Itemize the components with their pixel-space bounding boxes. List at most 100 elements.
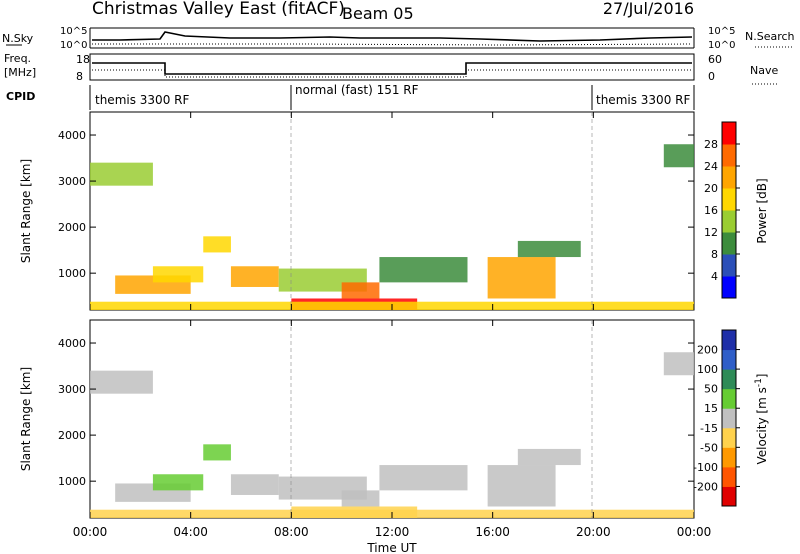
velocity-patch: [230, 474, 279, 495]
freq-tick-top: 18: [76, 53, 90, 66]
velocity-colorbar-tick-label: 50: [704, 383, 718, 396]
power-patch: [379, 257, 468, 283]
velocity-patch: [203, 444, 231, 461]
velocity-colorbar-segment: [722, 388, 736, 409]
velocity-ytick-label: 4000: [58, 337, 86, 350]
x-axis-label: Time UT: [366, 541, 417, 554]
x-tick-label: 08:00: [274, 525, 309, 539]
nsearch-tick-bottom: 10^0: [708, 40, 735, 51]
nsearch-trace: [92, 43, 693, 46]
power-ylabel: Slant Range [km]: [19, 159, 33, 263]
power-colorbar-segment: [722, 122, 736, 145]
power-patch: [230, 266, 279, 287]
freq-label-2: [MHz]: [4, 66, 36, 79]
velocity-colorbar-segment: [722, 408, 736, 429]
velocity-colorbar-tick-label: -100: [693, 461, 718, 474]
nsky-label: N.Sky: [2, 32, 34, 45]
nsearch-label: N.Search: [745, 30, 795, 43]
power-ytick-label: 3000: [58, 175, 86, 188]
velocity-patch: [341, 490, 380, 507]
velocity-colorbar-tick-label: 15: [704, 402, 718, 415]
power-colorbar-tick-label: 8: [711, 248, 718, 261]
x-tick-label: 04:00: [173, 525, 208, 539]
power-colorbar-segment: [722, 144, 736, 167]
power-panel: 4000 3000 2000 1000 Slant Range [km] 28 24 20…: [19, 111, 769, 311]
x-tick-label: 16:00: [475, 525, 510, 539]
power-ytick-label: 2000: [58, 221, 86, 234]
power-colorbar-segment: [722, 166, 736, 189]
nsky-panel: N.Sky 10^5 10^0 10^5 10^0 N.Search: [2, 26, 795, 51]
power-colorbar-segment: [722, 188, 736, 211]
power-patch: [663, 144, 694, 168]
velocity-patch: [152, 474, 204, 491]
velocity-colorbar-segment: [722, 330, 736, 351]
velocity-colorbar-segment: [722, 466, 736, 487]
cpid-panel: CPID themis 3300 RF normal (fast) 151 RF…: [6, 83, 695, 110]
date-label: 27/Jul/2016: [603, 0, 694, 18]
power-patch: [341, 282, 380, 299]
x-tick-label: 20:00: [576, 525, 611, 539]
power-patch: [487, 257, 556, 299]
power-colorbar-tick-label: 16: [704, 204, 718, 217]
velocity-ytick-label: 1000: [58, 475, 86, 488]
velocity-colorbar-tick-label: -50: [700, 441, 718, 454]
power-colorbar-tick-label: 28: [704, 138, 718, 151]
velocity-patch: [517, 448, 581, 466]
nave-label: Nave: [750, 64, 778, 77]
velocity-colorbar-tick-label: 100: [697, 363, 718, 376]
velocity-patch: [487, 465, 556, 507]
cpid-segment-1: themis 3300 RF: [95, 93, 189, 107]
power-ytick-label: 4000: [58, 129, 86, 142]
velocity-colorbar-segment: [722, 369, 736, 390]
plot-title: Christmas Valley East (fitACF): [92, 0, 345, 19]
freq-panel: Freq. [MHz] 18 8 60 0 Nave: [4, 52, 778, 85]
freq-trace: [92, 62, 692, 75]
cpid-segment-2: normal (fast) 151 RF: [295, 83, 419, 97]
power-colorbar-label: Power [dB]: [755, 178, 769, 243]
power-colorbar-segment: [722, 210, 736, 233]
velocity-ytick-label: 2000: [58, 429, 86, 442]
power-ytick-label: 1000: [58, 267, 86, 280]
velocity-colorbar-tick-label: 200: [697, 344, 718, 357]
nave-tick-top: 60: [708, 53, 722, 66]
nsearch-tick-top: 10^5: [708, 26, 735, 37]
velocity-ytick-label: 3000: [58, 383, 86, 396]
velocity-colorbar-label: Velocity [m s-1]: [754, 374, 769, 465]
power-colorbar-tick-label: 24: [704, 160, 718, 173]
velocity-colorbar-frame: [721, 329, 737, 507]
velocity-colorbar-segment: [722, 427, 736, 448]
power-patch: [517, 240, 581, 258]
velocity-ylabel: Slant Range [km]: [19, 367, 33, 471]
nsky-tick-top: 10^5: [60, 26, 87, 37]
power-patch: [203, 236, 231, 253]
cpid-segment-3: themis 3300 RF: [596, 93, 690, 107]
x-tick-label: 00:00: [73, 525, 108, 539]
power-colorbar-tick-label: 4: [711, 270, 718, 283]
power-patch: [152, 266, 204, 283]
velocity-colorbar-segment: [722, 486, 736, 507]
power-colorbar-tick-label: 12: [704, 226, 718, 239]
x-tick-label: 12:00: [375, 525, 410, 539]
power-colorbar-segment: [722, 276, 736, 299]
nsky-trace: [92, 31, 693, 42]
power-colorbar-tick-label: 20: [704, 182, 718, 195]
freq-label-1: Freq.: [4, 52, 31, 65]
x-tick-label: 00:00: [677, 525, 712, 539]
velocity-patch: [663, 352, 694, 376]
nave-trace: [92, 69, 692, 78]
velocity-patch: [379, 465, 468, 491]
velocity-colorbar-segment: [722, 447, 736, 468]
velocity-patch: [90, 370, 153, 394]
cpid-label: CPID: [6, 90, 35, 103]
power-colorbar-segment: [722, 254, 736, 277]
power-colorbar-segment: [722, 232, 736, 255]
velocity-panel: 4000 3000 2000 1000 Slant Range [km] 200 100…: [19, 319, 769, 519]
velocity-colorbar-tick-label: -200: [693, 480, 718, 493]
nsky-tick-bottom: 10^0: [60, 40, 87, 51]
beam-label: Beam 05: [342, 4, 414, 23]
power-patch: [90, 162, 153, 186]
velocity-colorbar-segment: [722, 349, 736, 370]
freq-tick-bottom: 8: [76, 70, 83, 83]
velocity-colorbar-tick-label: -15: [700, 422, 718, 435]
